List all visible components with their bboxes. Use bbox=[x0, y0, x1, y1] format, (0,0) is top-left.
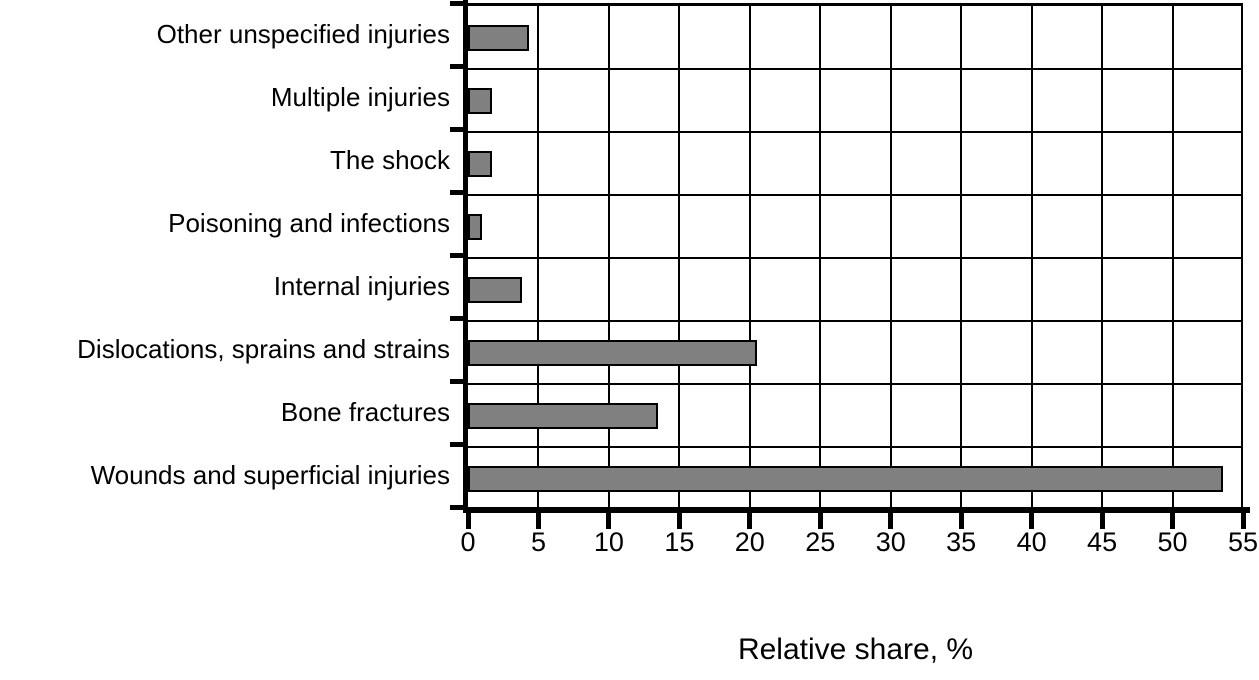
y-axis-tick bbox=[450, 252, 468, 258]
bar bbox=[468, 402, 658, 429]
x-axis-tick bbox=[535, 511, 541, 529]
horizontal-gridline bbox=[468, 68, 1241, 70]
y-axis-tick bbox=[450, 189, 468, 195]
category-label: Wounds and superficial injuries bbox=[90, 460, 450, 490]
x-axis-tick-label: 25 bbox=[805, 527, 836, 557]
plot-area bbox=[468, 3, 1243, 507]
x-axis-tick-label: 45 bbox=[1087, 527, 1118, 557]
x-axis-tick bbox=[606, 511, 612, 529]
vertical-gridline bbox=[607, 6, 610, 507]
horizontal-gridline bbox=[468, 383, 1241, 385]
y-axis-tick bbox=[450, 504, 468, 510]
bar bbox=[468, 24, 529, 51]
bar bbox=[468, 465, 1223, 492]
bar bbox=[468, 87, 492, 114]
x-axis-tick-label: 40 bbox=[1016, 527, 1047, 557]
vertical-gridline bbox=[1030, 6, 1033, 507]
y-axis-tick bbox=[450, 63, 468, 69]
horizontal-gridline bbox=[468, 446, 1241, 448]
x-axis-tick-label: 55 bbox=[1227, 527, 1259, 557]
category-label: Poisoning and infections bbox=[168, 208, 450, 238]
horizontal-gridline bbox=[468, 131, 1241, 133]
vertical-gridline bbox=[1101, 6, 1104, 507]
y-axis-tick bbox=[450, 126, 468, 132]
bar bbox=[468, 213, 482, 240]
x-axis-tick-label: 15 bbox=[664, 527, 695, 557]
x-axis-line bbox=[463, 507, 1250, 513]
category-label: The shock bbox=[330, 145, 450, 175]
category-label: Internal injuries bbox=[273, 271, 450, 301]
x-axis-tick bbox=[888, 511, 894, 529]
category-label: Other unspecified injuries bbox=[156, 19, 450, 49]
vertical-gridline bbox=[748, 6, 751, 507]
x-axis-tick-label: 30 bbox=[875, 527, 906, 557]
x-axis-tick bbox=[465, 511, 471, 529]
x-axis-tick-label: 20 bbox=[734, 527, 765, 557]
x-axis-tick bbox=[1099, 511, 1105, 529]
x-axis-tick-label: 50 bbox=[1157, 527, 1188, 557]
category-label: Dislocations, sprains and strains bbox=[77, 334, 450, 364]
vertical-gridline bbox=[889, 6, 892, 507]
horizontal-gridline bbox=[468, 320, 1241, 322]
x-axis-tick bbox=[817, 511, 823, 529]
category-label: Bone fractures bbox=[280, 397, 450, 427]
x-axis-tick bbox=[1240, 511, 1246, 529]
y-axis-tick bbox=[450, 378, 468, 384]
y-axis-tick bbox=[450, 315, 468, 321]
x-axis-tick-label: 0 bbox=[460, 527, 476, 557]
vertical-gridline bbox=[960, 6, 963, 507]
bar bbox=[468, 339, 757, 366]
x-axis-title: Relative share, % bbox=[737, 633, 974, 666]
x-axis-tick-label: 5 bbox=[530, 527, 546, 557]
x-axis-tick-label: 35 bbox=[946, 527, 977, 557]
x-axis-tick-label: 10 bbox=[593, 527, 624, 557]
x-axis-tick bbox=[958, 511, 964, 529]
x-axis-tick bbox=[1029, 511, 1035, 529]
category-label: Multiple injuries bbox=[270, 82, 450, 112]
bar bbox=[468, 150, 492, 177]
vertical-gridline bbox=[1171, 6, 1174, 507]
horizontal-gridline bbox=[468, 257, 1241, 259]
x-axis-tick bbox=[747, 511, 753, 529]
bar bbox=[468, 276, 522, 303]
vertical-gridline bbox=[819, 6, 822, 507]
y-axis-tick bbox=[450, 0, 468, 6]
vertical-gridline bbox=[678, 6, 681, 507]
x-axis-tick bbox=[1170, 511, 1176, 529]
x-axis-tick bbox=[676, 511, 682, 529]
vertical-gridline bbox=[537, 6, 540, 507]
horizontal-gridline bbox=[468, 194, 1241, 196]
y-axis-tick bbox=[450, 441, 468, 447]
